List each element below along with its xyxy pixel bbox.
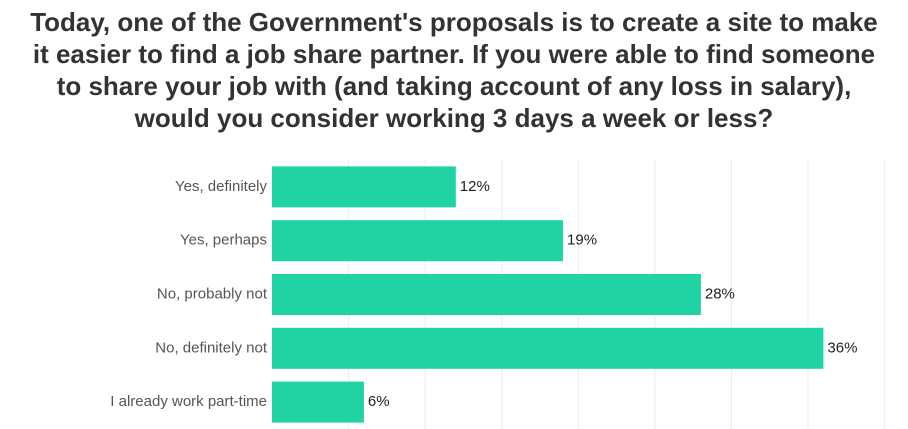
category-label: Yes, perhaps: [180, 232, 267, 249]
category-label: Yes, definitely: [175, 178, 268, 195]
bar: [272, 327, 824, 369]
category-label: No, definitely not: [155, 339, 268, 356]
category-label: No, probably not: [157, 285, 268, 302]
chart-title-line: Today, one of the Government's proposals…: [30, 7, 878, 37]
value-label: 6%: [368, 393, 390, 410]
value-label: 36%: [827, 339, 857, 356]
chart-title-line: it easier to find a job share partner. I…: [32, 39, 876, 69]
value-label: 19%: [567, 232, 597, 249]
value-label: 28%: [705, 285, 735, 302]
chart-title-line: would you consider working 3 days a week…: [134, 103, 774, 133]
chart-title-line: to share your job with (and taking accou…: [56, 71, 852, 101]
bar: [272, 381, 364, 423]
chart-title: Today, one of the Government's proposals…: [0, 6, 908, 134]
category-label: I already work part-time: [110, 393, 267, 410]
value-label: 12%: [460, 178, 490, 195]
bar: [272, 274, 701, 315]
bar: [272, 166, 456, 208]
bar: [272, 220, 564, 262]
